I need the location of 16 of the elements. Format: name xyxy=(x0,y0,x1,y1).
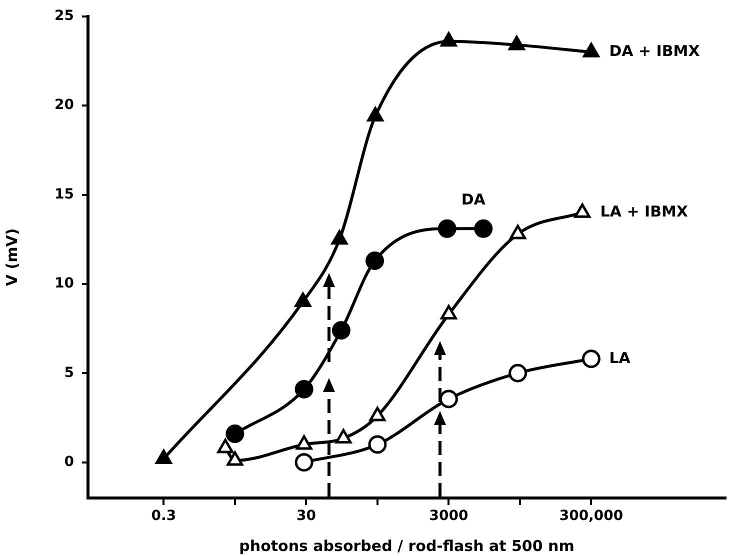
x-tick-label: 300,000 xyxy=(559,508,624,524)
y-tick-label: 0 xyxy=(64,454,74,470)
series-label: LA xyxy=(609,348,631,367)
y-tick-label: 15 xyxy=(54,186,74,202)
x-tick-label: 30 xyxy=(296,508,316,524)
x-tick-label: 3000 xyxy=(429,508,468,524)
x-axis-title: photons absorbed / rod-flash at 500 nm xyxy=(239,536,574,555)
x-tick-label: 0.3 xyxy=(151,508,176,524)
series-label: LA + IBMX xyxy=(600,202,688,220)
y-tick-label: 25 xyxy=(54,8,74,24)
y-tick-label: 5 xyxy=(64,364,74,381)
y-tick-label: 10 xyxy=(54,276,74,292)
y-axis-title: V (mV) xyxy=(2,228,21,286)
y-tick-label: 20 xyxy=(54,97,74,114)
series-label: DA xyxy=(461,190,486,209)
series-label: DA + IBMX xyxy=(609,42,700,60)
